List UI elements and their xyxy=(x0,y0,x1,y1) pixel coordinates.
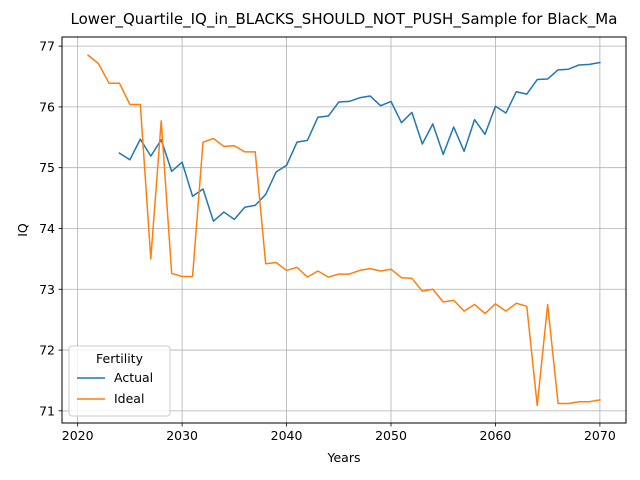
axis-ticks: 2020 2030 2040 2050 2060 2070 71 72 73 74 75 76 77 xyxy=(39,39,616,443)
series-line-ideal xyxy=(87,54,601,407)
x-tick-label: 2030 xyxy=(166,428,198,443)
x-tick-label: 2020 xyxy=(62,428,94,443)
y-axis-label: IQ xyxy=(15,223,30,237)
y-tick-label: 71 xyxy=(39,403,55,418)
x-tick-label: 2040 xyxy=(271,428,303,443)
legend-label-actual: Actual xyxy=(114,370,153,385)
y-tick-label: 77 xyxy=(39,39,55,54)
plot-frame xyxy=(61,36,627,424)
y-tick-label: 72 xyxy=(39,343,55,358)
x-tick-label: 2050 xyxy=(375,428,407,443)
chart-title: Lower_Quartile_IQ_in_BLACKS_SHOULD_NOT_P… xyxy=(71,10,618,29)
y-tick-label: 76 xyxy=(39,99,55,114)
x-tick-label: 2070 xyxy=(584,428,616,443)
x-axis-label: Years xyxy=(327,450,361,465)
legend: Fertility Actual Ideal xyxy=(68,345,171,417)
series-lines xyxy=(87,54,601,407)
x-tick-label: 2060 xyxy=(480,428,512,443)
y-tick-label: 75 xyxy=(39,160,55,175)
y-tick-label: 74 xyxy=(39,221,55,236)
legend-label-ideal: Ideal xyxy=(114,391,144,406)
legend-title: Fertility xyxy=(96,351,144,366)
y-tick-label: 73 xyxy=(39,282,55,297)
legend-items: Actual Ideal xyxy=(77,370,153,406)
